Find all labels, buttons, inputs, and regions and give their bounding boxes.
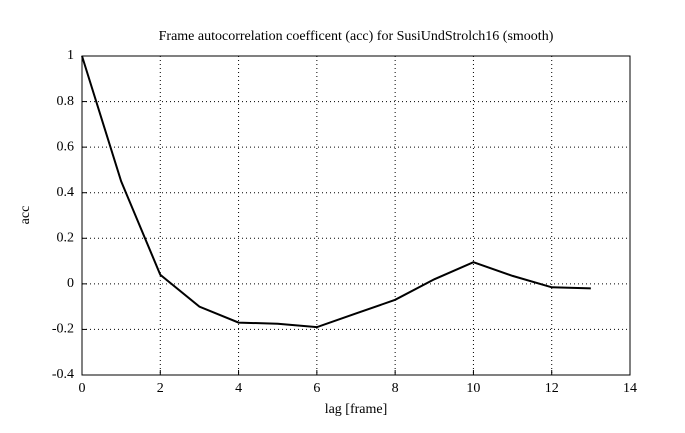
x-tick-label: 4 — [235, 381, 242, 396]
data-line — [81, 55, 591, 329]
x-tick-label: 8 — [392, 381, 399, 396]
y-tick-label: 0.8 — [57, 94, 75, 109]
y-tick-label: -0.2 — [52, 322, 74, 337]
chart-title: Frame autocorrelation coefficent (acc) f… — [159, 29, 554, 44]
x-tick-label: 14 — [623, 381, 637, 396]
x-tick-label: 12 — [545, 381, 559, 396]
x-tick-label: 2 — [157, 381, 164, 396]
x-tick-label: 10 — [466, 381, 480, 396]
y-tick-label: 0 — [67, 276, 74, 291]
x-tick-label: 0 — [79, 381, 86, 396]
y-tick-label: 0.4 — [57, 185, 75, 200]
y-tick-label: -0.4 — [52, 367, 74, 382]
y-axis-label: acc — [18, 206, 33, 225]
y-tick-label: 1 — [67, 48, 74, 63]
y-tick-label: 0.2 — [57, 231, 75, 246]
plot-frame — [81, 55, 631, 376]
x-axis-label: lag [frame] — [325, 402, 388, 417]
x-tick-label: 6 — [313, 381, 320, 396]
y-tick-label: 0.6 — [57, 139, 75, 154]
